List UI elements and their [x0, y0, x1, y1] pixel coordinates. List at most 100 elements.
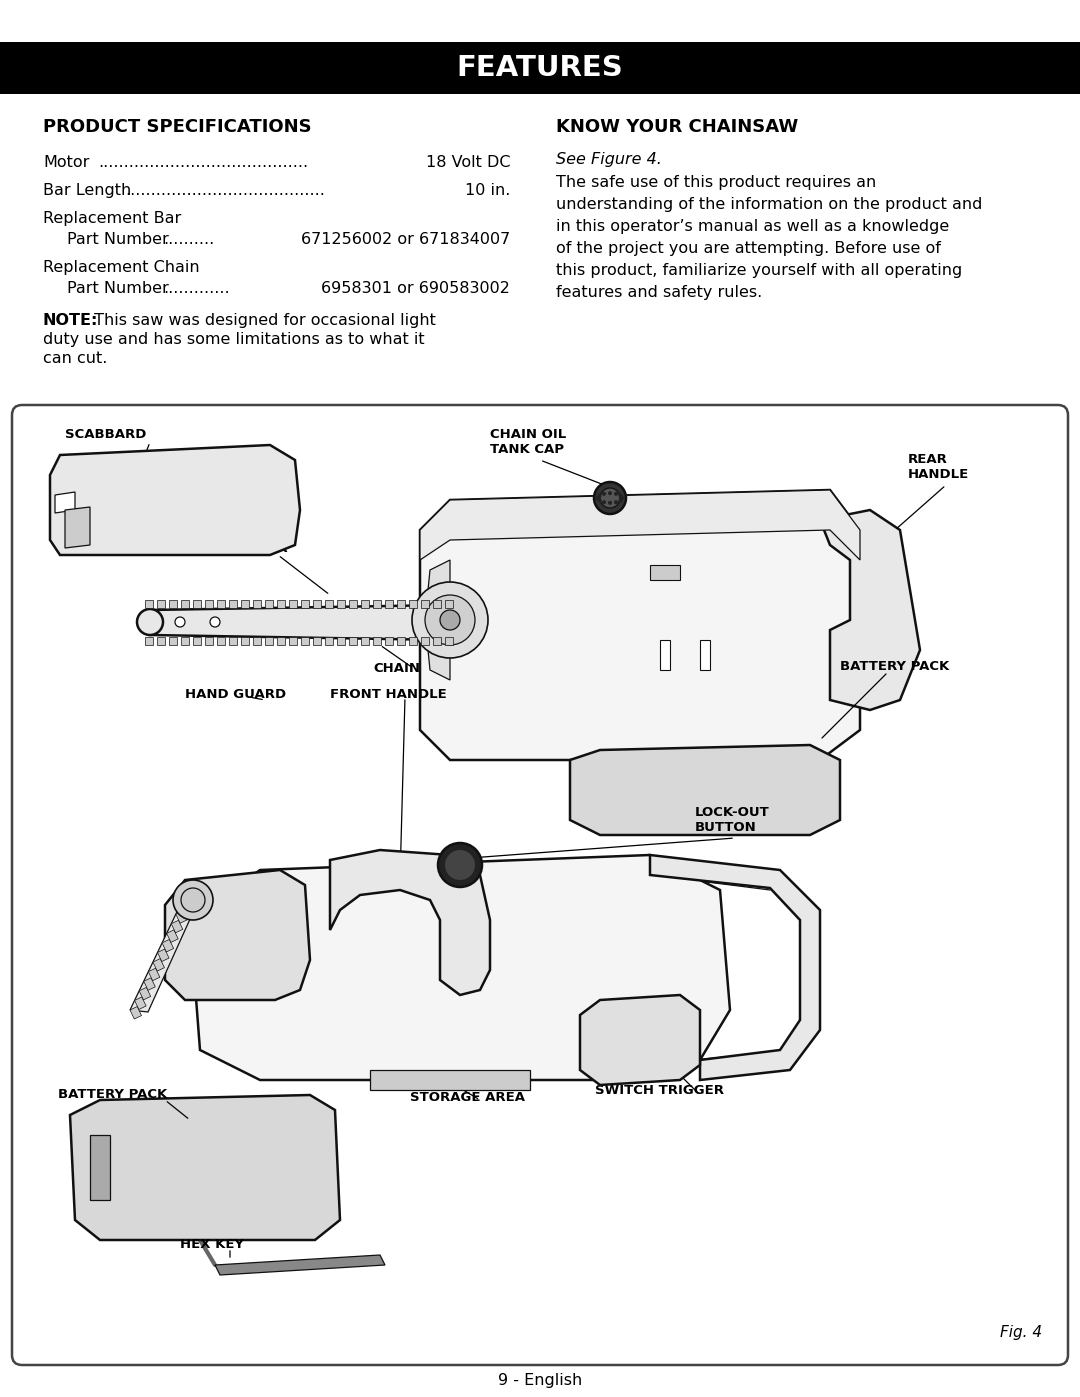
Polygon shape [90, 1134, 110, 1200]
Polygon shape [421, 599, 429, 608]
Text: of the project you are attempting. Before use of: of the project you are attempting. Befor… [556, 242, 941, 256]
Polygon shape [420, 490, 860, 760]
Polygon shape [337, 599, 345, 608]
Text: this product, familiarize yourself with all operating: this product, familiarize yourself with … [556, 263, 962, 278]
Text: Replacement Bar: Replacement Bar [43, 211, 181, 226]
Text: Replacement Chain: Replacement Chain [43, 260, 200, 275]
Polygon shape [426, 560, 450, 680]
Text: duty use and has some limitations as to what it: duty use and has some limitations as to … [43, 332, 424, 346]
Text: Fig. 4: Fig. 4 [1000, 1324, 1042, 1340]
Text: PRODUCT SPECIFICATIONS: PRODUCT SPECIFICATIONS [43, 117, 312, 136]
Text: in this operator’s manual as well as a knowledge: in this operator’s manual as well as a k… [556, 219, 949, 235]
Polygon shape [660, 640, 670, 671]
Polygon shape [433, 599, 441, 608]
Polygon shape [289, 599, 297, 608]
Text: .............: ............. [163, 281, 230, 296]
Text: See Figure 4.: See Figure 4. [556, 152, 662, 168]
Polygon shape [373, 637, 381, 645]
Text: SWITCH TRIGGER: SWITCH TRIGGER [595, 1084, 724, 1097]
Polygon shape [265, 599, 273, 608]
Bar [158, 949, 170, 961]
Polygon shape [361, 599, 369, 608]
Polygon shape [217, 637, 225, 645]
Polygon shape [289, 637, 297, 645]
Polygon shape [409, 637, 417, 645]
Text: The safe use of this product requires an: The safe use of this product requires an [556, 175, 876, 190]
Polygon shape [313, 637, 321, 645]
Text: CHAIN: CHAIN [373, 662, 420, 675]
Bar [172, 921, 183, 933]
FancyBboxPatch shape [12, 405, 1068, 1365]
Circle shape [600, 488, 620, 509]
Text: BATTERY PACK: BATTERY PACK [58, 1088, 167, 1101]
Polygon shape [253, 599, 261, 608]
Polygon shape [330, 849, 490, 995]
Text: LOCK-OUT
BUTTON: LOCK-OUT BUTTON [696, 806, 770, 834]
Polygon shape [301, 599, 309, 608]
Bar [148, 968, 160, 981]
FancyBboxPatch shape [0, 42, 1080, 94]
Text: 18 Volt DC: 18 Volt DC [426, 155, 510, 170]
Polygon shape [130, 895, 200, 1011]
Polygon shape [409, 599, 417, 608]
Text: HEX KEY
STORAGE AREA: HEX KEY STORAGE AREA [410, 1076, 525, 1104]
Polygon shape [145, 637, 153, 645]
Polygon shape [445, 599, 453, 608]
Polygon shape [165, 870, 310, 1000]
Circle shape [602, 500, 606, 504]
Polygon shape [70, 1095, 340, 1241]
Polygon shape [650, 564, 680, 580]
Polygon shape [373, 599, 381, 608]
Polygon shape [229, 599, 237, 608]
Text: 6958301 or 690583002: 6958301 or 690583002 [321, 281, 510, 296]
Circle shape [602, 492, 606, 496]
Polygon shape [215, 1255, 384, 1275]
Polygon shape [145, 599, 153, 608]
Text: FEATURES: FEATURES [457, 54, 623, 82]
Polygon shape [193, 599, 201, 608]
Polygon shape [397, 599, 405, 608]
Polygon shape [361, 637, 369, 645]
Polygon shape [580, 995, 700, 1085]
Polygon shape [193, 637, 201, 645]
Circle shape [175, 617, 185, 627]
Circle shape [440, 610, 460, 630]
Polygon shape [205, 637, 213, 645]
Circle shape [619, 493, 622, 497]
Polygon shape [265, 637, 273, 645]
Text: SCABBARD: SCABBARD [65, 429, 147, 441]
Text: 9 - English: 9 - English [498, 1373, 582, 1389]
Circle shape [438, 842, 482, 887]
Text: understanding of the information on the product and: understanding of the information on the … [556, 197, 983, 212]
Text: This saw was designed for occasional light: This saw was designed for occasional lig… [89, 313, 436, 328]
Polygon shape [150, 605, 447, 640]
Circle shape [594, 482, 626, 514]
Polygon shape [205, 599, 213, 608]
Text: BATTERY PACK: BATTERY PACK [840, 659, 949, 672]
Text: CHAIN OIL
TANK CAP: CHAIN OIL TANK CAP [490, 427, 566, 455]
Polygon shape [700, 640, 710, 671]
Polygon shape [349, 637, 357, 645]
Polygon shape [181, 637, 189, 645]
Text: Part Number: Part Number [67, 281, 168, 296]
Polygon shape [181, 599, 189, 608]
Bar [180, 901, 192, 914]
Polygon shape [301, 637, 309, 645]
Polygon shape [313, 599, 321, 608]
Polygon shape [337, 637, 345, 645]
Circle shape [608, 500, 612, 504]
Polygon shape [276, 637, 285, 645]
Polygon shape [420, 490, 860, 560]
Text: 671256002 or 671834007: 671256002 or 671834007 [300, 232, 510, 247]
Polygon shape [445, 637, 453, 645]
Text: KNOW YOUR CHAINSAW: KNOW YOUR CHAINSAW [556, 117, 798, 136]
Polygon shape [650, 855, 820, 1080]
Text: can cut.: can cut. [43, 351, 107, 366]
Polygon shape [384, 637, 393, 645]
Polygon shape [370, 1070, 530, 1090]
Circle shape [426, 595, 475, 645]
Text: .......................................: ....................................... [125, 183, 325, 198]
Polygon shape [157, 599, 165, 608]
Polygon shape [241, 599, 249, 608]
Polygon shape [217, 599, 225, 608]
